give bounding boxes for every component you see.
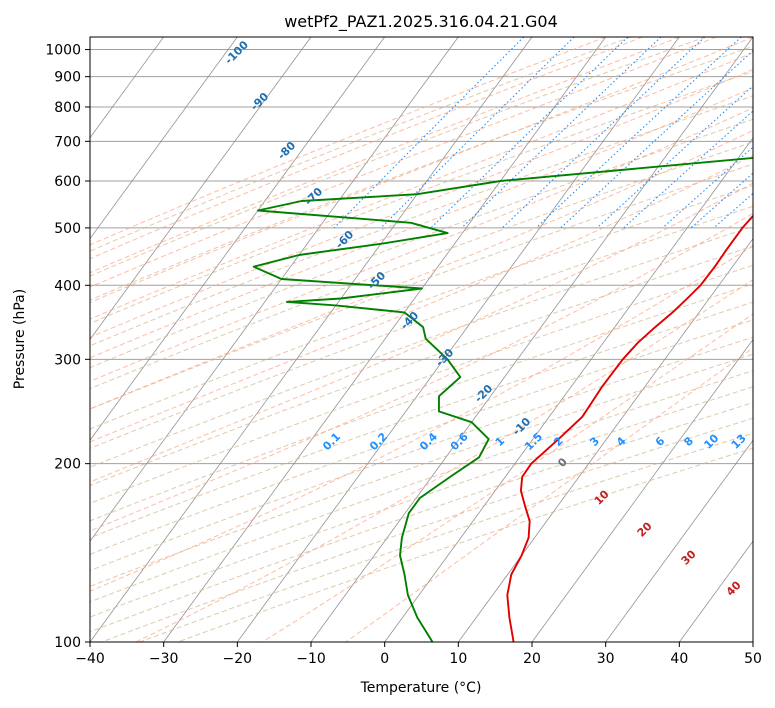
moist-adiabat [90,245,753,592]
mixing-ratio-line [596,85,753,229]
y-tick-label: 600 [54,174,81,190]
dry-adiabat [90,353,753,587]
moist-adiabat [90,129,753,410]
moist-adiabat [90,37,753,304]
mixing-ratio-line [623,110,753,229]
dry-adiabat [90,386,753,618]
isotherm-line [90,37,459,542]
x-tick-label: −20 [223,651,253,667]
moist-adiabat [90,37,717,288]
moist-adiabat [90,87,753,359]
mixing-ratio-label: 16 [751,431,771,451]
moist-adiabat-lines [90,37,753,642]
y-tick-label: 1000 [45,43,81,59]
dry-adiabat [90,370,753,603]
moist-adiabat [90,37,606,246]
moist-adiabat [90,37,680,274]
dry-adiabat [90,45,753,301]
chart-title: wetPf2_PAZ1.2025.316.04.21.G04 [284,12,558,32]
moist-adiabat [90,37,643,260]
x-tick-label: −30 [149,651,179,667]
moist-adiabat [90,68,753,338]
x-tick-label: 50 [744,651,762,667]
dry-adiabat [90,163,753,410]
dry-adiabat [90,184,753,430]
dewpoint-profile [252,156,753,642]
isotherm-line [90,37,385,441]
isotherm-line [90,37,312,341]
mixing-ratio-line [535,37,742,229]
moist-adiabat [135,279,753,642]
pressure-gridlines [90,49,753,642]
plot-frame [89,36,754,643]
dry-adiabat [90,37,706,277]
temperature-profile [506,214,753,642]
dry-adiabat [90,37,631,252]
sounding-profiles [252,156,753,642]
isotherm-line [237,37,680,642]
mixing-ratio-line [763,37,775,228]
mixing-ratio-line [333,37,525,229]
plot-background [90,37,753,642]
y-tick-label: 900 [54,70,81,86]
x-axis-label: Temperature (°C) [360,680,482,696]
mixing-ratio-line [461,37,662,229]
x-tick-label: 20 [523,651,541,667]
plot-area: -100-90-80-70-60-50-40-30-20-100.1 0.2 0.4… [90,37,775,642]
moist-adiabat [90,52,753,320]
x-tick-label: −10 [296,651,326,667]
moist-adiabat [90,182,753,483]
isotherm-line [752,641,753,642]
y-tick-label: 400 [54,278,81,294]
x-tick-label: 10 [449,651,467,667]
isotherm-line [458,237,753,642]
y-tick-label: 700 [54,134,81,150]
mixing-ratio-line [690,172,753,229]
dry-adiabat [90,118,753,369]
y-tick-label: 200 [54,457,81,473]
x-tick-label: −40 [75,651,105,667]
x-tick-label: 0 [380,651,389,667]
isotherm-line [90,37,238,240]
isotherm-line [605,439,753,642]
y-tick-label: 800 [54,100,81,116]
dry-adiabat [90,95,753,347]
moist-adiabat [90,154,753,443]
y-tick-label: 100 [54,635,81,651]
y-axis-label: Pressure (hPa) [12,289,28,389]
y-tick-label: 300 [54,352,81,368]
isotherm-line [163,37,606,642]
axes: −40 −30 −20 −10 0 10 20 30 40 50 1000 900 800 700 600 5… [45,43,762,667]
moist-adiabat [345,347,753,642]
x-tick-label: 40 [670,651,688,667]
x-tick-label: 30 [597,651,615,667]
y-tick-label: 500 [54,221,81,237]
